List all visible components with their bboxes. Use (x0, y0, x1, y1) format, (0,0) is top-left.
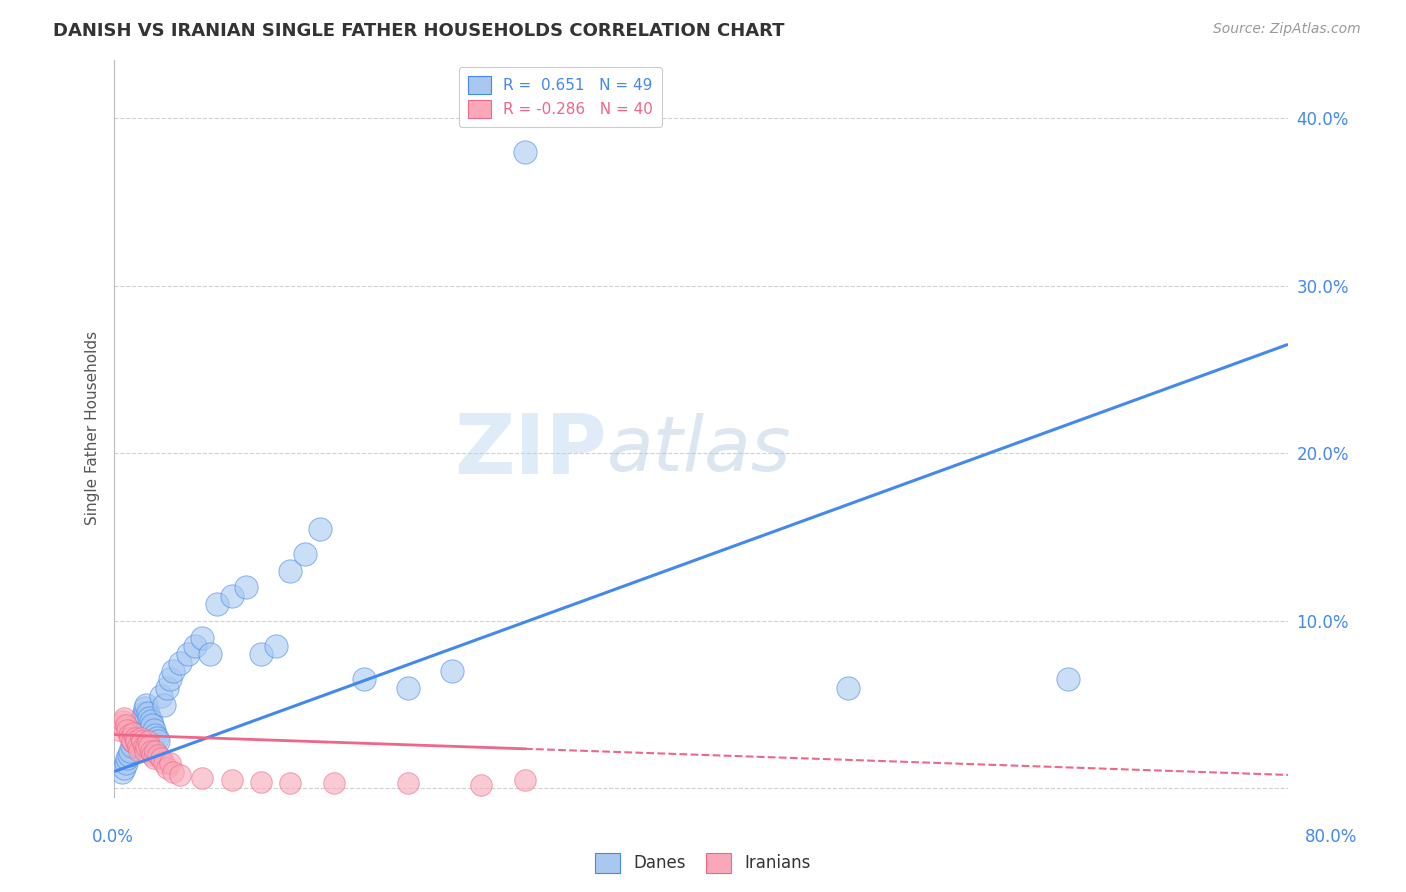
Point (115, 717, 138, 731)
Point (191, 631, 214, 645)
Point (138, 739, 160, 754)
Point (120, 731, 142, 745)
Point (176, 648, 198, 662)
Point (470, 778, 492, 792)
Point (142, 723, 165, 737)
Point (138, 711, 160, 725)
Point (353, 673, 375, 687)
Point (153, 756, 176, 771)
Point (110, 764, 132, 779)
Point (221, 589, 243, 603)
Point (145, 731, 167, 745)
Point (125, 728, 148, 742)
Point (110, 717, 132, 731)
Point (125, 734, 148, 748)
Point (143, 728, 166, 742)
Point (1057, 673, 1080, 687)
Point (124, 731, 146, 745)
Point (127, 739, 149, 754)
Point (136, 706, 159, 720)
Point (111, 714, 134, 729)
Point (278, 776, 301, 790)
Point (205, 597, 228, 611)
Point (128, 717, 150, 731)
Point (513, 772, 536, 787)
Text: atlas: atlas (607, 413, 792, 487)
Point (121, 734, 143, 748)
Point (131, 711, 153, 725)
Point (118, 747, 141, 762)
Point (117, 751, 139, 765)
Point (294, 547, 316, 561)
Legend: Danes, Iranians: Danes, Iranians (589, 847, 817, 880)
Point (250, 648, 273, 662)
Point (114, 711, 136, 725)
Point (159, 673, 181, 687)
Point (122, 734, 145, 748)
Point (148, 747, 170, 762)
Point (235, 580, 257, 594)
Point (150, 751, 173, 765)
Text: 0.0%: 0.0% (91, 828, 134, 846)
Point (115, 756, 138, 771)
Point (118, 728, 141, 742)
Point (120, 744, 142, 758)
Text: DANISH VS IRANIAN SINGLE FATHER HOUSEHOLDS CORRELATION CHART: DANISH VS IRANIAN SINGLE FATHER HOUSEHOL… (53, 22, 785, 40)
Legend: R =  0.651   N = 49, R = -0.286   N = 40: R = 0.651 N = 49, R = -0.286 N = 40 (458, 67, 662, 127)
Text: 80.0%: 80.0% (1305, 828, 1357, 846)
Point (278, 564, 301, 578)
Point (127, 723, 149, 737)
Point (117, 723, 139, 737)
Text: ZIP: ZIP (454, 409, 607, 491)
Point (148, 734, 170, 748)
Point (153, 698, 176, 712)
Point (134, 744, 156, 758)
Point (440, 664, 463, 678)
Point (139, 714, 162, 729)
Point (264, 639, 287, 653)
Point (169, 768, 191, 782)
Point (128, 744, 150, 758)
Point (513, 145, 536, 159)
Point (136, 734, 159, 748)
Point (122, 726, 145, 740)
Point (184, 639, 207, 653)
Point (162, 664, 184, 678)
Point (162, 764, 184, 779)
Point (141, 717, 163, 731)
Point (132, 739, 155, 754)
Point (250, 774, 273, 789)
Point (169, 656, 191, 670)
Point (121, 739, 143, 754)
Text: Source: ZipAtlas.com: Source: ZipAtlas.com (1213, 22, 1361, 37)
Point (107, 723, 129, 737)
Point (142, 751, 165, 765)
Point (198, 648, 221, 662)
Point (139, 744, 162, 758)
Point (129, 731, 152, 745)
Point (308, 522, 330, 536)
Point (135, 698, 157, 712)
Point (396, 681, 419, 695)
Point (156, 761, 179, 775)
Y-axis label: Single Father Households: Single Father Households (86, 331, 100, 525)
Point (131, 734, 153, 748)
Point (132, 706, 155, 720)
Point (134, 701, 156, 715)
Point (221, 772, 243, 787)
Point (129, 714, 152, 729)
Point (150, 689, 173, 703)
Point (135, 739, 157, 754)
Point (191, 772, 214, 786)
Point (141, 747, 163, 762)
Point (124, 731, 146, 745)
Point (323, 776, 346, 790)
Point (114, 761, 136, 775)
Point (396, 776, 419, 790)
Point (143, 744, 166, 758)
Point (159, 756, 181, 771)
Point (837, 681, 859, 695)
Point (156, 681, 179, 695)
